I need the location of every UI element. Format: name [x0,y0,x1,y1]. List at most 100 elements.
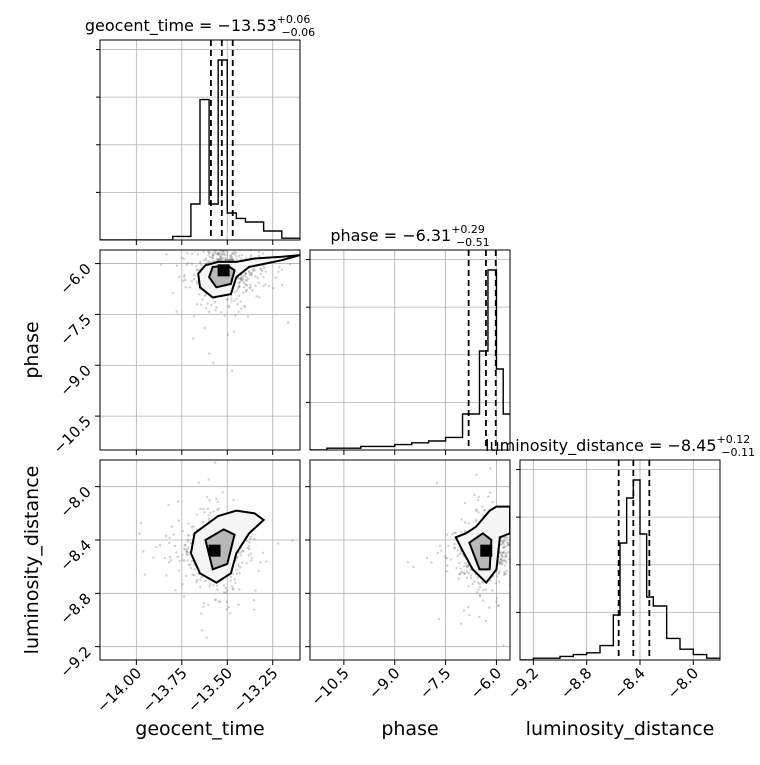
scatter-point [232,498,235,502]
scatter-point [499,543,503,547]
scatter-point [238,284,241,287]
scatter-point [185,574,188,578]
scatter-point [511,561,513,563]
scatter-point [218,257,222,260]
scatter-point [199,303,203,306]
scatter-point [244,278,247,282]
scatter-point [501,541,504,544]
x-tick-label: −8.0 [664,664,702,702]
scatter-point [501,555,505,558]
y-tick-label: −9.2 [56,643,94,681]
scatter-point [254,284,257,287]
scatter-point [217,600,220,603]
x-tick-label: −6.0 [467,664,505,702]
scatter-point [184,278,187,282]
scatter-point [477,588,480,591]
scatter-point [219,251,222,255]
scatter-point [224,256,227,260]
scatter-point [250,272,253,276]
scatter-point [523,537,525,539]
scatter-point [209,582,212,586]
scatter-point [503,559,507,562]
scatter-point [197,231,199,233]
panel-luminosity_distance-vs-geocent_time [95,459,301,665]
scatter-point [169,558,173,562]
scatter-point [185,264,188,267]
scatter-point [457,552,461,556]
scatter-point [186,550,189,554]
scatter-point [239,257,243,260]
scatter-point [239,300,242,303]
scatter-point [499,543,503,546]
scatter-point [459,622,463,625]
scatter-point [195,268,199,272]
scatter-point [207,603,210,607]
x-tick-label: −14.00 [93,664,145,716]
scatter-point [242,275,245,278]
scatter-point [257,281,261,284]
scatter-point [199,260,202,264]
scatter-point [524,567,526,569]
scatter-point [477,511,480,514]
scatter-point [223,254,227,257]
scatter-point [506,543,510,546]
x-tick-label: −13.75 [139,664,191,716]
scatter-point [502,541,505,545]
scatter-point [240,307,243,310]
scatter-point [183,275,186,279]
scatter-point [211,253,214,257]
scatter-point [229,579,232,582]
scatter-point [445,533,449,536]
scatter-point [237,285,241,289]
scatter-point [220,258,223,261]
scatter-point [513,543,515,545]
scatter-point [495,575,499,578]
scatter-point [473,493,476,497]
panel-geocent_time-vs-geocent_time [96,39,301,245]
scatter-point [224,586,227,590]
scatter-point [199,612,203,615]
scatter-point [172,533,175,536]
scatter-point [504,552,508,555]
panel-plot-area [310,250,510,450]
scatter-point [257,251,261,254]
scatter-point [198,247,200,249]
scatter-point [231,258,235,261]
scatter-point [238,571,241,575]
scatter-point [498,570,501,573]
scatter-point [202,259,206,262]
scatter-point [500,558,503,561]
scatter-point [213,244,215,246]
scatter-point [232,247,234,249]
scatter-point [183,559,186,562]
scatter-point [502,644,505,647]
scatter-point [218,242,220,244]
scatter-point [216,500,219,503]
scatter-point [214,301,217,304]
scatter-point [195,578,199,582]
scatter-point [235,251,238,255]
scatter-point [231,587,234,590]
scatter-point [465,570,469,574]
scatter-point [249,254,253,257]
scatter-point [243,282,246,285]
scatter-point [505,569,509,573]
scatter-point [253,269,257,272]
x-tick-label: −8.8 [557,664,595,702]
scatter-point [165,574,168,577]
scatter-point [212,583,215,587]
scatter-point [240,245,242,247]
scatter-point [158,544,162,547]
scatter-point [232,244,234,246]
panel-frame [99,249,301,451]
scatter-point [229,575,233,579]
scatter-point [286,321,290,324]
scatter-point [502,550,506,553]
scatter-point [183,273,186,276]
scatter-point [177,519,180,522]
scatter-point [174,588,177,592]
scatter-point [235,203,237,205]
scatter-point [451,533,454,536]
scatter-point [471,582,474,586]
scatter-point [204,259,208,262]
